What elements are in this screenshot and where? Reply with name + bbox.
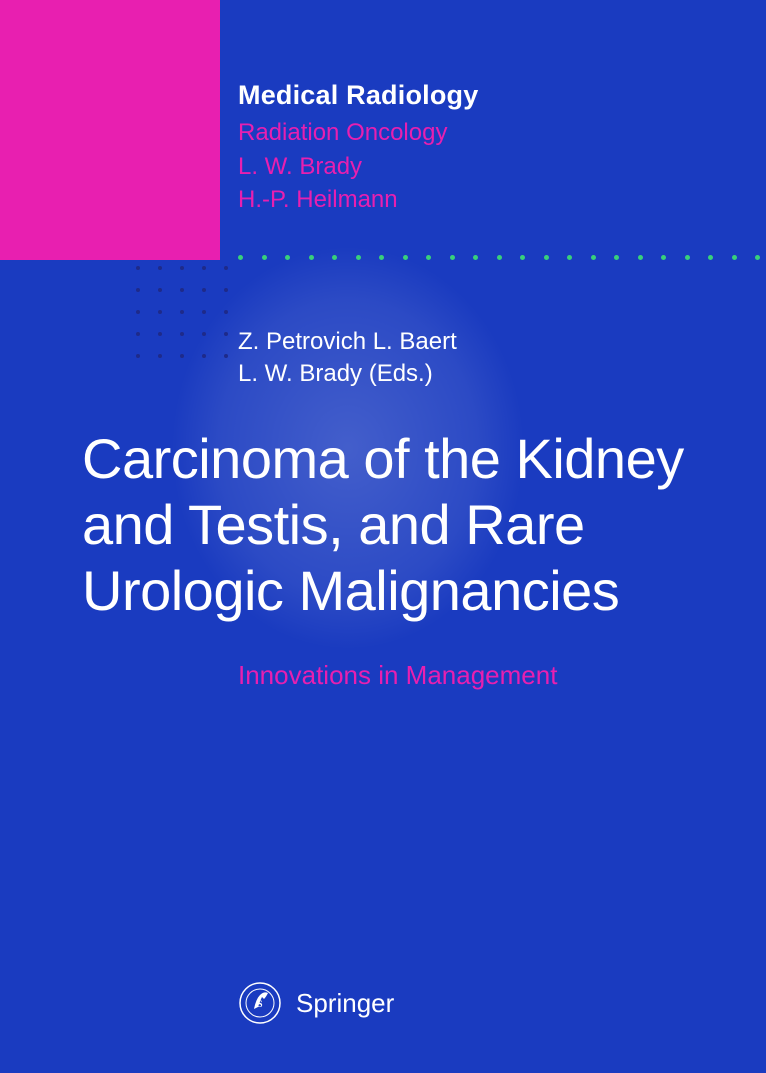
book-editors-line2: L. W. Brady (Eds.) [238, 358, 457, 390]
magenta-corner-block [0, 0, 220, 260]
series-subtitle: Radiation Oncology [238, 116, 447, 150]
series-subtitle-block: Radiation Oncology L. W. Brady H.-P. Hei… [238, 116, 447, 217]
book-editors-line1: Z. Petrovich L. Baert [238, 326, 457, 358]
book-editors: Z. Petrovich L. Baert L. W. Brady (Eds.) [238, 326, 457, 391]
book-title: Carcinoma of the Kidney and Testis, and … [82, 426, 722, 624]
dark-dot-grid [136, 266, 246, 376]
series-editor-2: H.-P. Heilmann [238, 183, 447, 217]
svg-text:S: S [257, 999, 262, 1009]
green-dot-divider [238, 255, 766, 260]
series-editor-1: L. W. Brady [238, 150, 447, 184]
book-subtitle: Innovations in Management [238, 660, 557, 691]
publisher-name: Springer [296, 988, 394, 1019]
series-title: Medical Radiology [238, 80, 478, 111]
springer-logo-icon: S [238, 981, 282, 1025]
publisher-block: S Springer [238, 981, 394, 1025]
